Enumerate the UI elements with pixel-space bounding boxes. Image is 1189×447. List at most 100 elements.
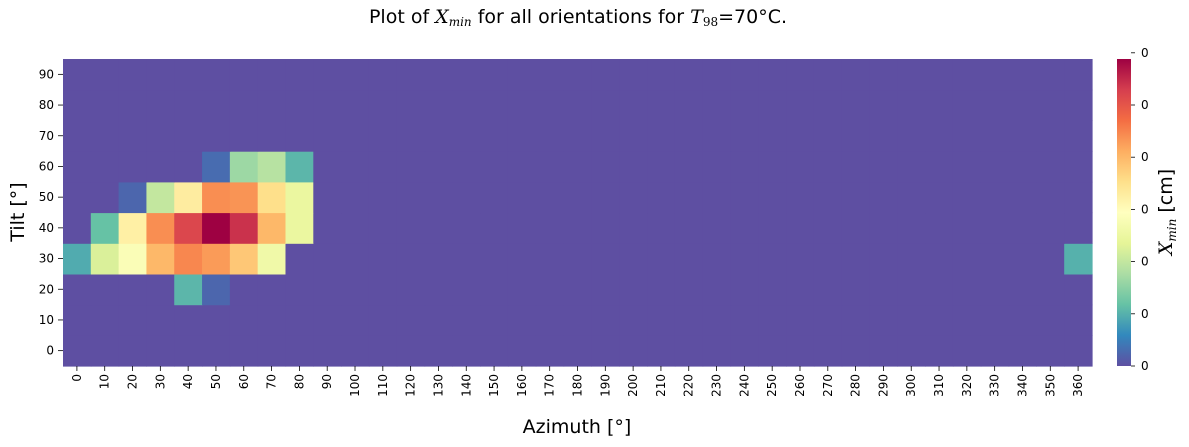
- heatmap-cell: [424, 243, 453, 275]
- heatmap-cell: [619, 304, 648, 336]
- heatmap-cell: [619, 335, 648, 367]
- heatmap-cell: [1008, 212, 1037, 244]
- heatmap-cell: [341, 304, 370, 336]
- x-tick-label: 90: [320, 374, 334, 389]
- heatmap-cell: [952, 59, 982, 91]
- heatmap-cell: [368, 120, 398, 152]
- heatmap-cell: [563, 335, 592, 367]
- x-tick-label: 180: [571, 374, 585, 397]
- heatmap-cell: [229, 304, 259, 336]
- x-tick-label: 130: [431, 374, 445, 397]
- x-axis-ticks: 0 10 20 30 40 50 60 70 80 90 100 110 120 130 140 150 160…: [70, 366, 1085, 397]
- heatmap-cell: [174, 335, 203, 367]
- heatmap-cell: [980, 212, 1010, 244]
- heatmap-cell: [146, 151, 175, 183]
- colorbar-tick-label: 0: [1141, 255, 1149, 269]
- heatmap-cell: [619, 151, 648, 183]
- heatmap-cell: [758, 335, 787, 367]
- heatmap-cell: [591, 59, 620, 91]
- heatmap-cell: [202, 89, 231, 121]
- y-axis-ticks: 0 10 20 30 40 50 60 70 80 90: [39, 67, 63, 358]
- title-temperature: T98: [690, 6, 719, 29]
- heatmap-cell: [869, 59, 898, 91]
- heatmap-cell: [925, 120, 954, 152]
- heatmap-cell: [368, 212, 398, 244]
- heatmap-cell: [619, 212, 648, 244]
- heatmap-cell: [1008, 120, 1037, 152]
- heatmap-cell: [118, 181, 148, 214]
- heatmap-cell: [202, 273, 231, 306]
- colorbar: [1117, 59, 1131, 366]
- chart-title: Plot of Xmin for all orientations for T9…: [0, 6, 1156, 29]
- heatmap-cell: [813, 212, 843, 244]
- heatmap-cell: [563, 151, 592, 183]
- heatmap-cell: [1008, 89, 1037, 121]
- heatmap-cell: [452, 212, 481, 244]
- heatmap-cell: [591, 335, 620, 367]
- x-tick-label: 30: [153, 374, 167, 389]
- heatmap-cell: [952, 151, 982, 183]
- heatmap-cell: [118, 59, 148, 91]
- heatmap-cell: [841, 304, 871, 336]
- heatmap-cell: [897, 243, 926, 275]
- heatmap-cell: [841, 273, 871, 306]
- heatmap-cell: [341, 59, 370, 91]
- heatmap-cell: [702, 89, 732, 121]
- heatmap-cell: [1036, 243, 1065, 275]
- heatmap-cell: [841, 59, 871, 91]
- heatmap-cell: [229, 212, 259, 244]
- heatmap-cell: [424, 151, 453, 183]
- x-tick-label: 150: [487, 374, 501, 397]
- heatmap-cell: [341, 89, 370, 121]
- heatmap-cell: [813, 89, 843, 121]
- heatmap-cell: [118, 304, 148, 336]
- heatmap-cell: [1036, 335, 1065, 367]
- heatmap-cell: [202, 335, 231, 367]
- heatmap-cell: [368, 304, 398, 336]
- heatmap-cell: [758, 212, 787, 244]
- x-tick-label: 100: [348, 374, 362, 397]
- title-prefix: Plot of: [368, 6, 436, 28]
- heatmap-cell: [396, 212, 426, 244]
- heatmap-cell: [90, 212, 120, 244]
- heatmap-cell: [424, 273, 453, 306]
- heatmap-cell: [285, 89, 314, 121]
- heatmap-cell: [674, 120, 704, 152]
- heatmap-cell: [313, 151, 342, 183]
- y-axis-label: Tilt [°]: [7, 182, 29, 242]
- heatmap-cell: [841, 212, 871, 244]
- heatmap-cell: [174, 212, 203, 244]
- heatmap-cell: [424, 304, 453, 336]
- heatmap-cell: [702, 212, 732, 244]
- heatmap-cell: [563, 273, 592, 306]
- heatmap-cell: [591, 181, 620, 214]
- heatmap-cell: [591, 212, 620, 244]
- heatmap-cell: [229, 89, 259, 121]
- heatmap-cell: [925, 212, 954, 244]
- colorbar-ticks: 0 0 0 0 0 0 0: [1131, 46, 1149, 373]
- heatmap-cell: [925, 304, 954, 336]
- heatmap-cell: [257, 181, 287, 214]
- x-tick-label: 310: [932, 374, 946, 397]
- heatmap-cell: [925, 151, 954, 183]
- heatmap-cell: [452, 243, 481, 275]
- heatmap-cell: [313, 59, 342, 91]
- heatmap-cell: [702, 273, 732, 306]
- heatmap-cell: [424, 89, 453, 121]
- heatmap-cell: [63, 212, 92, 244]
- heatmap-cell: [897, 273, 926, 306]
- heatmap-cell: [285, 304, 314, 336]
- heatmap-cell: [591, 243, 620, 275]
- heatmap-cell: [118, 243, 148, 275]
- heatmap-cell: [1064, 304, 1093, 336]
- heatmap-cell: [702, 120, 732, 152]
- heatmap-cell: [980, 59, 1010, 91]
- heatmap-cell: [313, 120, 342, 152]
- heatmap-cell: [118, 212, 148, 244]
- heatmap-cell: [702, 335, 732, 367]
- heatmap-cell: [285, 243, 314, 275]
- heatmap-cell: [980, 120, 1010, 152]
- heatmap-cell: [257, 59, 287, 91]
- heatmap-cell: [535, 243, 565, 275]
- x-tick-label: 140: [459, 374, 473, 397]
